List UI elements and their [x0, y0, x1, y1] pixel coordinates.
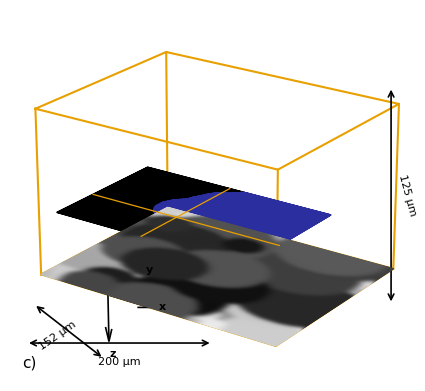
- Text: c): c): [22, 355, 37, 370]
- Text: 200 μm: 200 μm: [98, 357, 141, 367]
- Text: 152 μm: 152 μm: [37, 319, 77, 352]
- Text: 125 μm: 125 μm: [397, 174, 418, 217]
